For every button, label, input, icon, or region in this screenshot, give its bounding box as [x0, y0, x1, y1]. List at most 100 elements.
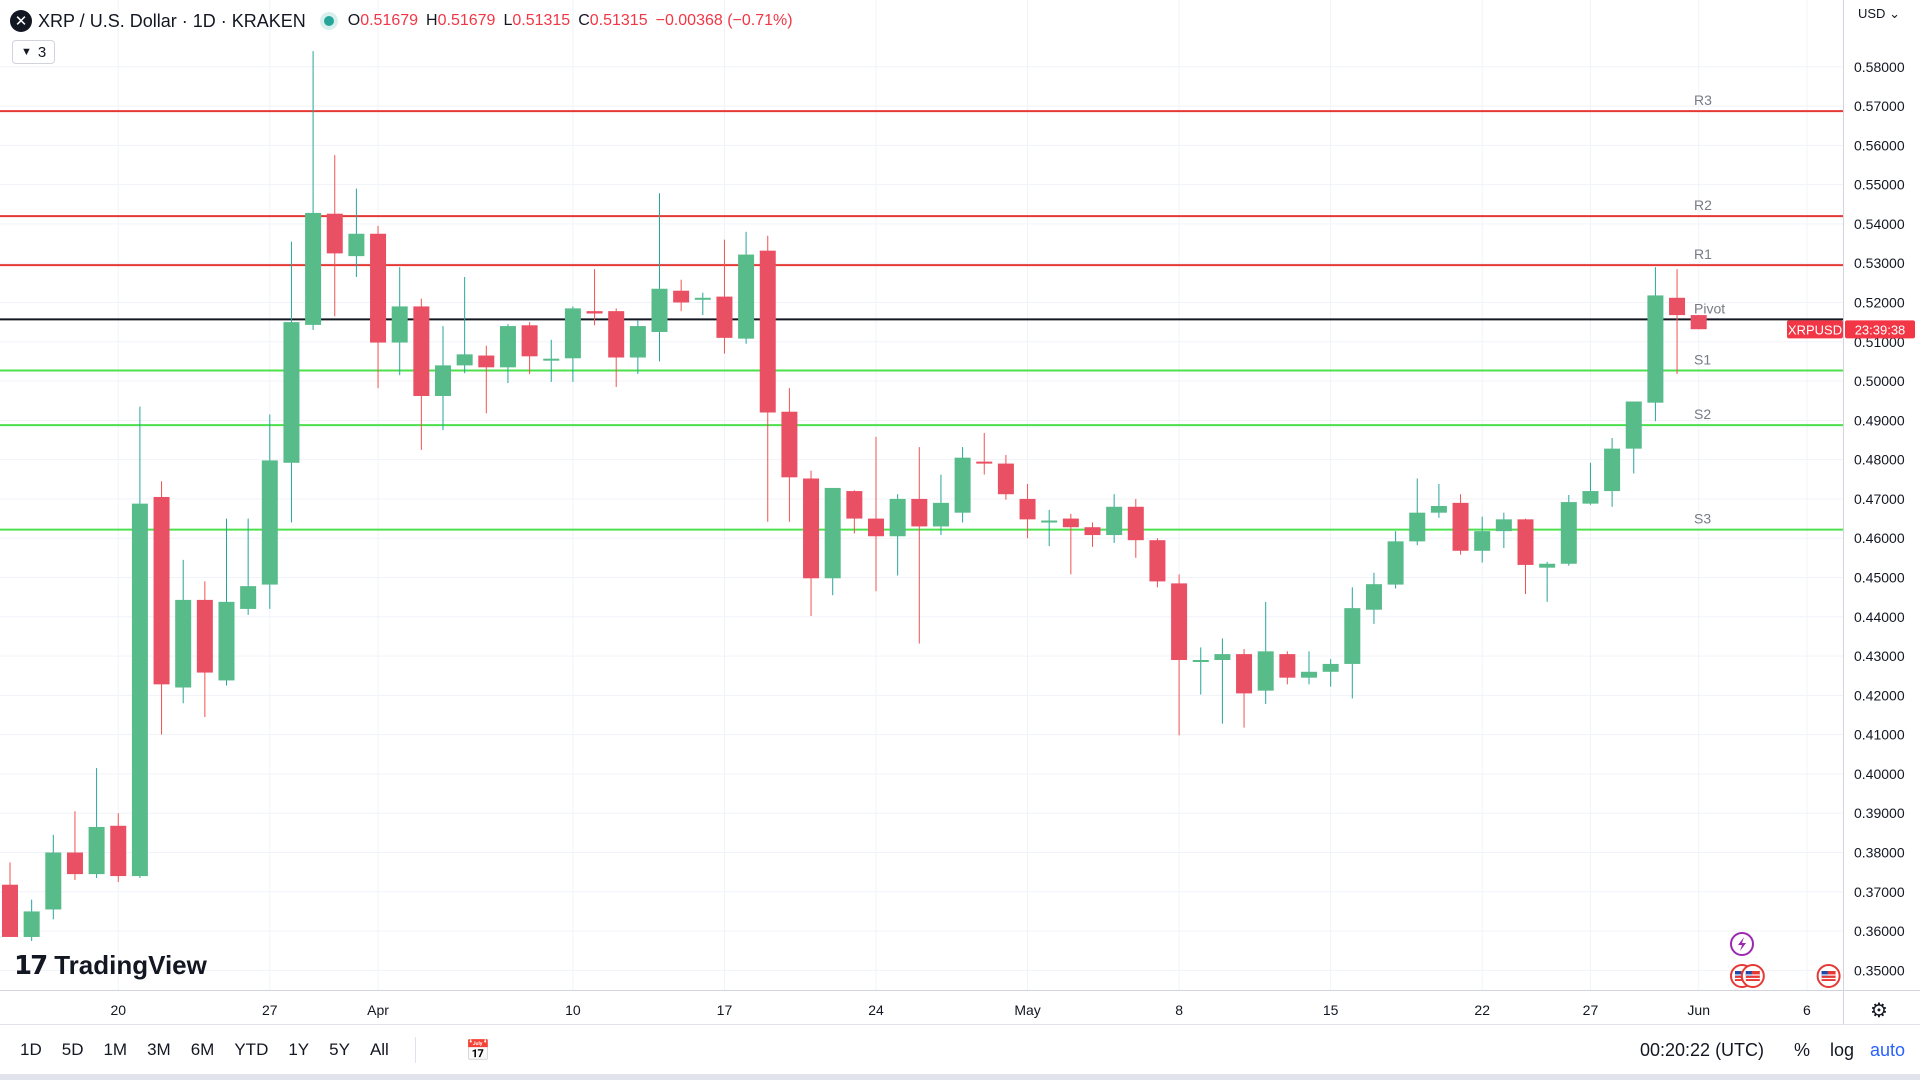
candle-body-up — [1474, 531, 1491, 551]
x-axis-tick-label: 22 — [1474, 1002, 1490, 1018]
timeframe-all-button[interactable]: All — [369, 1040, 389, 1059]
candle-body-up — [1106, 506, 1123, 536]
candle-body-up — [1582, 491, 1599, 504]
pivot-level-label-s1: S1 — [1694, 351, 1711, 367]
symbol-title[interactable]: XRP / U.S. Dollar · 1D · KRAKEN — [38, 10, 306, 31]
xrp-logo-icon: ✕ — [10, 10, 32, 32]
tradingview-logo[interactable]: 𝟭𝟳 TradingView — [14, 950, 207, 981]
x-axis-tick-label: 27 — [1583, 1002, 1599, 1018]
low-value: 0.51315 — [512, 12, 571, 29]
pivot-level-label-s3: S3 — [1694, 511, 1711, 527]
y-axis-tick-label: 0.52000 — [1854, 295, 1905, 311]
candle-body-up — [694, 297, 711, 300]
candle-body-up — [629, 326, 646, 358]
candle-body-down — [846, 491, 863, 519]
candle-body-up — [435, 365, 451, 396]
timeframe-6m-button[interactable]: 6M — [190, 1040, 215, 1059]
candle-body-up — [932, 502, 949, 527]
open-label: O — [347, 12, 361, 29]
bottom-strip — [0, 1074, 1920, 1080]
candle-body-down — [608, 311, 625, 358]
close-label: C — [578, 12, 590, 29]
x-axis-tick-label: Apr — [367, 1002, 389, 1018]
candle-body-up — [738, 254, 755, 339]
x-axis-tick-label: 8 — [1175, 1002, 1183, 1018]
x-axis-tick-label: 15 — [1323, 1002, 1339, 1018]
y-axis-tick-label: 0.36000 — [1854, 923, 1905, 939]
y-axis-tick-label: 0.46000 — [1854, 530, 1905, 546]
currency-label: USD — [1858, 6, 1886, 21]
candle-body-down — [1084, 527, 1101, 536]
candle-body-up — [1365, 584, 1382, 610]
candle-body-up — [1647, 295, 1664, 403]
timeframe-1m-button[interactable]: 1M — [103, 1040, 128, 1059]
y-axis-tick-label: 0.40000 — [1854, 766, 1905, 782]
candle-body-up — [1625, 401, 1642, 449]
x-axis-tick-label: May — [1014, 1002, 1040, 1018]
candle-body-down — [110, 825, 127, 877]
y-axis-tick-label: 0.35000 — [1854, 962, 1905, 978]
candle-body-down — [1452, 502, 1469, 551]
candle-body-down — [1171, 583, 1188, 660]
y-axis-tick-label: 0.50000 — [1854, 373, 1905, 389]
x-axis-tick-label: Jun — [1687, 1002, 1710, 1018]
high-value: 0.51679 — [437, 12, 496, 29]
candle-body-down — [1019, 498, 1036, 520]
candle-body-down — [868, 518, 884, 537]
candle-body-down — [478, 355, 495, 368]
currency-selector[interactable]: USD ⌄ — [1858, 6, 1900, 22]
candle-body-up — [1322, 663, 1339, 672]
y-axis-tick-label: 0.57000 — [1854, 98, 1905, 114]
gear-icon[interactable]: ⚙ — [1870, 1000, 1888, 1022]
candle-body-up — [175, 599, 192, 688]
candle-body-down — [2, 884, 18, 937]
pivot-level-label-r2: R2 — [1694, 197, 1712, 213]
candle-body-up — [889, 498, 906, 537]
y-axis-tick-label: 0.38000 — [1854, 845, 1905, 861]
open-value: 0.51679 — [360, 12, 419, 29]
candle-body-up — [456, 354, 473, 366]
percent-toggle[interactable]: % — [1794, 1040, 1811, 1060]
timeframe-1y-button[interactable]: 1Y — [288, 1040, 310, 1059]
ohlc-readout: O0.51679 H0.51679 L0.51315 C0.51315 −0.00368… — [348, 12, 801, 30]
x-axis-tick-label: 27 — [262, 1002, 278, 1018]
indicators-toggle-button[interactable]: ▼ 3 — [12, 40, 56, 64]
candle-body-down — [521, 325, 538, 357]
timeframe-1d-button[interactable]: 1D — [20, 1040, 42, 1059]
candle-body-up — [391, 306, 408, 343]
candle-body-down — [673, 290, 690, 303]
y-axis-tick-label: 0.42000 — [1854, 687, 1905, 703]
candle-body-down — [716, 296, 733, 338]
y-axis-tick-label: 0.48000 — [1854, 452, 1905, 468]
log-toggle[interactable]: log — [1830, 1040, 1855, 1060]
candle-body-up — [88, 826, 105, 875]
close-value: 0.51315 — [589, 12, 648, 29]
candle-body-down — [911, 498, 928, 527]
candle-body-down — [1236, 654, 1253, 694]
calendar-range-icon[interactable]: 📅 — [465, 1039, 491, 1062]
y-axis-tick-label: 0.47000 — [1854, 491, 1905, 507]
bottom-toolbar: 1D 5D 1M 3M 6M YTD 1Y 5Y All 📅 — [0, 1024, 1920, 1075]
candle-body-up — [824, 487, 841, 579]
candle-body-down — [196, 599, 213, 673]
candle-body-up — [218, 601, 235, 681]
candle-body-up — [1301, 671, 1317, 678]
countdown-label: 23:39:38 — [1855, 322, 1906, 337]
timeframe-5d-button[interactable]: 5D — [61, 1040, 84, 1059]
utc-clock[interactable]: 00:20:22 (UTC) — [1640, 1040, 1765, 1060]
candle-body-up — [1214, 654, 1231, 660]
timeframe-5y-button[interactable]: 5Y — [329, 1040, 350, 1059]
symbol-header: ✕ XRP / U.S. Dollar · 1D · KRAKEN O0.516… — [10, 8, 801, 34]
candle-body-up — [1041, 520, 1058, 523]
symbol-tag — [1787, 320, 1843, 339]
candle-body-up — [651, 288, 668, 332]
timeframe-3m-button[interactable]: 3M — [147, 1040, 171, 1059]
auto-scale-toggle[interactable]: auto — [1870, 1040, 1906, 1060]
price-chart[interactable]: 0.35000 0.36000 0.37000 0.38000 0.39000 0.400… — [0, 0, 1920, 1024]
candle-body-down — [413, 306, 430, 396]
y-axis-tick-label: 0.44000 — [1854, 609, 1905, 625]
x-axis-tick-label: 10 — [565, 1002, 581, 1018]
y-axis-tick-label: 0.37000 — [1854, 884, 1905, 900]
timeframe-ytd-button[interactable]: YTD — [234, 1040, 269, 1059]
candle-body-down — [759, 250, 776, 413]
